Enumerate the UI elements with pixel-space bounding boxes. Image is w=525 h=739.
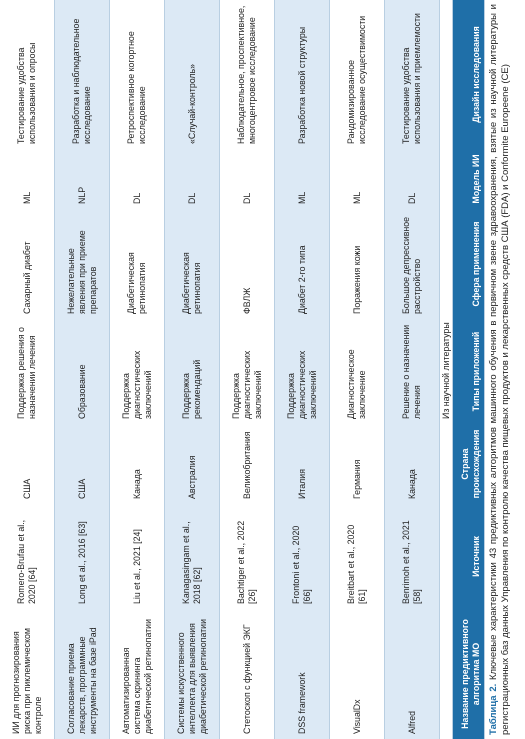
table-cell: Образование	[76, 364, 87, 419]
table-row: Alfred Benrimoh et al., 2021 [58] Канада Ре…	[385, 0, 440, 739]
table-cell: Bachtiger et al., 2022 [26]	[236, 520, 257, 604]
table-cell: Поддержка решения о назначении лечения	[16, 327, 37, 419]
table-cell: DL	[406, 192, 417, 204]
header-cell: Страна происхождения	[460, 429, 481, 499]
table-cell: Сахарный диабет	[21, 241, 32, 314]
table-cell: Breitbart et al., 2020 [61]	[346, 524, 367, 604]
table-cell: Согласование приема лекарств, программны…	[65, 627, 98, 734]
table-cell: Alfred	[406, 711, 417, 734]
table-cell: Разработка и наблюдательное исследование	[71, 18, 92, 144]
table-cell: Поражения кожи	[351, 245, 362, 314]
table-cell: Romero-Brufau et al., 2020 [64]	[16, 519, 37, 604]
table-cell: Большое депрессивное расстройство	[401, 216, 422, 314]
table-cell: Поддержка рекомендаций	[181, 359, 202, 419]
table-cell: Поддержка диагностических заключений	[285, 350, 318, 419]
header-cell: Название предиктивного алгоритма МО	[460, 619, 481, 729]
table-cell: Kanagasingam et al., 2018 [62]	[181, 521, 202, 604]
header-cell: Модель ИИ	[471, 154, 481, 204]
table-cell: Диагностическое заключение	[346, 349, 367, 419]
table-cell: Германия	[351, 459, 362, 499]
table-cell: Тестирование удобства использования и оп…	[16, 42, 37, 144]
table-cell: Решение о назначении лечения	[401, 324, 422, 419]
header-cell: Дизайн исследования	[471, 26, 481, 123]
table-row: Системы искусственного интеллекта для вы…	[165, 0, 220, 739]
table-cell: Рандомизированное исследование осуществи…	[346, 15, 367, 144]
table-cell: Long et al., 2016 [63]	[76, 521, 87, 604]
header-cell: Типы приложений	[471, 331, 481, 412]
table-cell: Диабетическая ретинопатия	[181, 252, 202, 314]
table-cell: Стетоскоп с функцией ЭКГ	[241, 624, 252, 734]
section-label: Из научной литературы	[440, 322, 451, 419]
table-cell: Великобритания	[241, 431, 252, 499]
caption: Таблица 2. Ключевые характеристики 43 пр…	[485, 0, 525, 739]
table-cell: Австралия	[186, 455, 197, 499]
table-cell: ML	[296, 191, 307, 204]
table-cell: Канада	[131, 469, 142, 499]
table-cell: Поддержка диагностических заключений	[120, 350, 153, 419]
caption-text: Ключевые характеристики 43 предиктивных …	[488, 4, 511, 735]
table-cell: DSS framework	[296, 672, 307, 734]
table-cell: США	[76, 478, 87, 499]
table-cell: Диабет 2-го типа	[296, 245, 307, 314]
table-cell: DL	[131, 192, 142, 204]
table-row: VisualDx Breitbart et al., 2020 [61] Герма…	[330, 0, 385, 739]
table-cell: Автоматизированная система скрининга диа…	[120, 619, 153, 734]
table-cell: DL	[241, 192, 252, 204]
table-row: Автоматизированная система скрининга диа…	[110, 0, 165, 739]
table-cell: Нежелательные явления при приеме препара…	[65, 230, 98, 314]
table-cell: Benrimoh et al., 2021 [58]	[401, 520, 422, 604]
table-cell: США	[21, 478, 32, 499]
header-cell: Источник	[471, 536, 481, 577]
table-cell: VisualDx	[351, 699, 362, 734]
caption-label: Таблица 2.	[488, 683, 499, 735]
table-cell: Ретроспективное когортное исследование	[126, 31, 147, 144]
table-cell: NLP	[76, 186, 87, 204]
table-cell: Разработка новой структуры	[296, 26, 307, 144]
section-row: Из научной литературы	[440, 0, 453, 739]
table-cell: Системы искусственного интеллекта для вы…	[175, 619, 208, 734]
header-row: Название предиктивного алгоритма МО Источ…	[453, 0, 485, 739]
table-cell: Диабетическая ретинопатия	[126, 252, 147, 314]
table-cell: ML	[351, 191, 362, 204]
table-cell: DL	[186, 192, 197, 204]
table-row: DSS framework Frontoni et al., 2020 [66] И…	[275, 0, 330, 739]
table-cell: ML	[21, 191, 32, 204]
table-cell: ИИ для прогнозирования риска при пиклеми…	[10, 628, 43, 734]
table-cell: Наблюдательное, проспективное, многоцент…	[236, 5, 257, 144]
table-cell: Liu et al., 2021 [24]	[131, 529, 142, 604]
table-cell: Канада	[406, 469, 417, 499]
table-cell: ФВЛЖ	[241, 287, 252, 314]
table-cell: Поддержка диагностических заключений	[230, 350, 263, 419]
table-cell: Тестирование удобства использования и пр…	[401, 13, 422, 144]
table-row: Стетоскоп с функцией ЭКГ Bachtiger et al.…	[220, 0, 275, 739]
table-cell: «Случай-контроль»	[186, 63, 197, 144]
table-cell: Италия	[296, 469, 307, 499]
table-row: Согласование приема лекарств, программны…	[55, 0, 110, 739]
table-row: ИИ для прогнозирования риска при пиклеми…	[0, 0, 55, 739]
table-cell: Frontoni et al., 2020 [66]	[291, 525, 312, 604]
header-cell: Сфера применения	[471, 221, 481, 307]
